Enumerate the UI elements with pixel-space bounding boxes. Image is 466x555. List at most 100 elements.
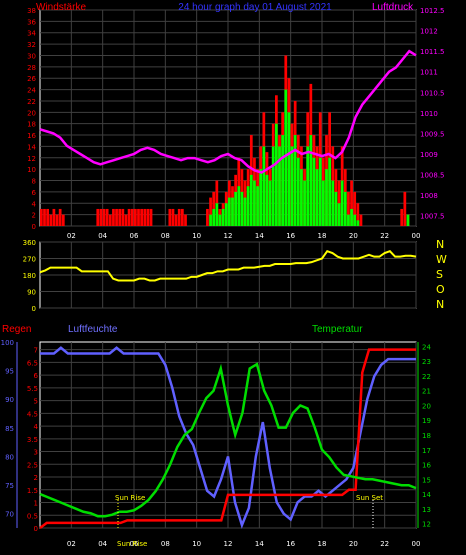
temperature-line xyxy=(39,362,417,518)
time-tick-label: 10 xyxy=(192,540,201,548)
wind-bar xyxy=(130,208,134,226)
gust-bar xyxy=(224,203,228,226)
wind-bar xyxy=(356,203,360,226)
gust-bar xyxy=(334,191,338,226)
gust-bar xyxy=(340,180,344,226)
time-tick-label: 12 xyxy=(224,232,233,240)
temperature-tick-label: 24 xyxy=(422,343,431,351)
wind-bar xyxy=(209,197,212,226)
gust-bar xyxy=(322,180,325,226)
pressure-tick-label: 1012 xyxy=(420,28,438,36)
temperature-tick-label: 20 xyxy=(422,402,431,410)
gust-bar xyxy=(284,89,288,226)
gust-bar xyxy=(331,180,335,226)
rain-tick-label: 1.5 xyxy=(27,487,38,495)
pressure-axis-title: Luftdruck xyxy=(372,2,414,13)
wind-bar xyxy=(184,214,187,226)
compass-label: N xyxy=(436,298,444,311)
gust-bar xyxy=(312,157,316,226)
gust-bar xyxy=(315,169,319,226)
gust-bar xyxy=(259,169,263,226)
humidity-tick-label: 70 xyxy=(5,511,14,519)
rain-tick-label: 3 xyxy=(34,449,38,457)
gust-bar xyxy=(262,146,266,226)
wind-bar xyxy=(115,208,118,226)
wind-bar xyxy=(206,208,209,226)
time-tick-label: 02 xyxy=(67,540,76,548)
wind-bar xyxy=(212,191,216,226)
temperature-tick-label: 14 xyxy=(422,491,431,499)
gust-bar xyxy=(221,208,225,226)
wind-bar xyxy=(124,214,128,226)
time-tick-label: 20 xyxy=(349,540,358,548)
gust-bar xyxy=(256,186,259,226)
tick-labels: 024681012141618202224262830323436381007.… xyxy=(1,7,447,548)
time-tick-label: 18 xyxy=(318,540,327,548)
pressure-tick-label: 1008 xyxy=(420,192,438,200)
wind-bar xyxy=(55,214,59,226)
gust-bar xyxy=(325,169,328,226)
wind-tick-label: 38 xyxy=(27,7,36,15)
temperature-tick-label: 16 xyxy=(422,462,431,470)
sun-set-label: Sun Set xyxy=(356,494,383,502)
gust-bar xyxy=(218,214,222,226)
wind-bar xyxy=(99,208,103,226)
gust-bar xyxy=(328,157,331,226)
temperature-tick-label: 22 xyxy=(422,373,431,381)
rain-tick-label: 6 xyxy=(34,372,39,380)
gust-bar xyxy=(306,146,310,226)
gust-bar xyxy=(343,191,347,226)
wind-bar xyxy=(143,208,147,226)
rain-tick-label: 6.5 xyxy=(27,359,38,367)
wind-bar xyxy=(108,214,112,226)
time-tick-label: 20 xyxy=(349,232,358,240)
wind-bar xyxy=(43,208,46,226)
wind-tick-label: 16 xyxy=(27,132,36,140)
compass-label: W xyxy=(436,253,447,266)
rain-tick-label: 5.5 xyxy=(27,385,38,393)
wind-tick-label: 4 xyxy=(32,200,37,208)
gust-bar xyxy=(281,135,284,226)
gust-bar xyxy=(296,157,300,226)
temperature-tick-label: 17 xyxy=(422,447,431,455)
pressure-tick-label: 1009.5 xyxy=(420,130,445,138)
sun-rise-axis-label: Sun Rise xyxy=(117,540,147,548)
time-tick-label: 22 xyxy=(380,232,389,240)
time-tick-label: 16 xyxy=(286,540,295,548)
gust-bar xyxy=(253,180,256,226)
wind-tick-label: 6 xyxy=(32,189,37,197)
gust-bar xyxy=(303,180,306,226)
temperature-tick-label: 12 xyxy=(422,521,431,529)
humidity-tick-label: 85 xyxy=(5,425,14,433)
wind-bar xyxy=(347,191,350,226)
wind-tick-label: 10 xyxy=(27,166,36,174)
wind-bar xyxy=(118,208,122,226)
gust-bar xyxy=(265,174,269,226)
gust-bar xyxy=(290,146,294,226)
rain-axis-title: Regen xyxy=(2,324,31,335)
temperature-tick-label: 15 xyxy=(422,476,431,484)
gust-bar xyxy=(309,135,313,226)
pressure-line xyxy=(39,49,417,174)
time-tick-label: 06 xyxy=(130,540,139,548)
compass-label: S xyxy=(436,268,443,281)
wind-bar xyxy=(177,208,181,226)
gust-bar xyxy=(300,169,303,226)
wind-bar xyxy=(400,208,404,226)
gust-bar xyxy=(350,208,353,226)
wind-bar xyxy=(105,208,109,226)
time-tick-label: 04 xyxy=(98,540,107,548)
pressure-tick-label: 1009 xyxy=(420,151,438,159)
wind-bar xyxy=(140,208,143,226)
time-tick-label: 04 xyxy=(98,232,107,240)
time-tick-label: 18 xyxy=(318,232,327,240)
humidity-tick-label: 75 xyxy=(5,482,14,490)
wind-bar xyxy=(58,208,62,226)
rain-tick-label: 5 xyxy=(34,398,38,406)
gust-bar xyxy=(246,186,250,226)
time-tick-label: 12 xyxy=(224,540,233,548)
wind-tick-label: 36 xyxy=(27,18,36,26)
wind-bar xyxy=(149,208,153,226)
temperature-tick-label: 23 xyxy=(422,358,431,366)
